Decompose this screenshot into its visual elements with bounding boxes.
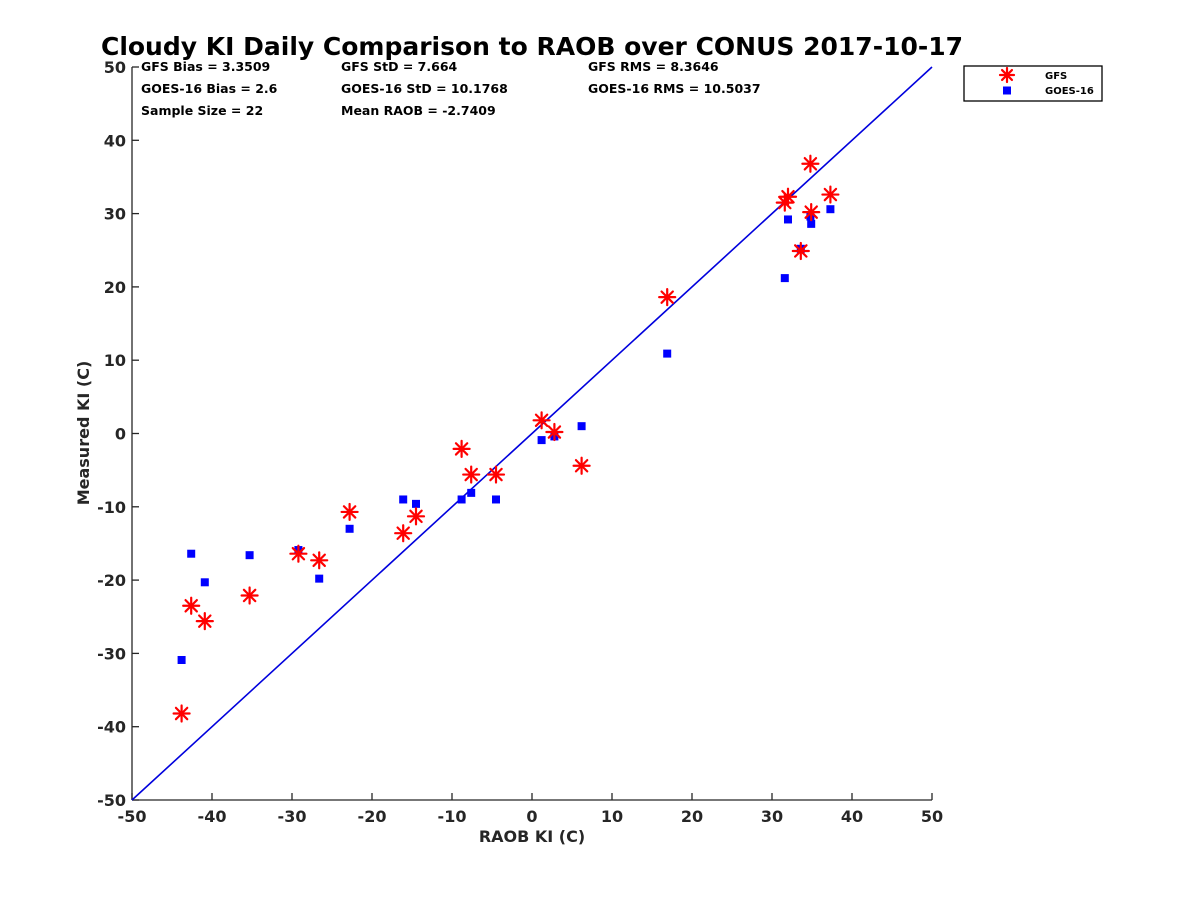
x-tick-label: 40 [841,807,863,826]
x-tick-label: -30 [278,807,307,826]
legend-box [963,65,1103,102]
goes16-point [807,219,816,228]
gfs-point [452,439,471,458]
goes16-point [784,215,792,224]
x-tick-label: -10 [438,807,467,826]
gfs-point [462,465,481,484]
legend-gfs-label: GFS [1045,71,1067,82]
x-tick-label: 30 [761,807,783,826]
y-tick-label: -40 [97,718,126,737]
legend-gfs-marker [998,66,1016,84]
goes16-point [345,524,354,533]
gfs-point [172,704,191,723]
goes16-point [315,574,324,583]
legend-gfs-asterisk [998,66,1016,84]
gfs-point [394,524,413,543]
goes16-point [200,578,209,587]
gfs-series [172,154,840,723]
x-tick-label: 50 [921,807,943,826]
x-tick-label: -50 [118,807,147,826]
stat-gfs-rms: GFS RMS = 8.3646 [588,59,719,74]
gfs-point [658,288,677,307]
x-tick-label: -40 [198,807,227,826]
gfs-point [791,241,810,261]
gfs-point [532,411,551,430]
chart-title: Cloudy KI Daily Comparison to RAOB over … [101,32,963,61]
gfs-point [240,586,259,605]
gfs-point [406,507,426,526]
gfs-point [778,187,798,206]
y-tick-label: -50 [97,791,126,810]
gfs-point [821,185,840,204]
y-tick-label: 20 [104,278,126,297]
stat-goes-rms: GOES-16 RMS = 10.5037 [588,81,761,96]
y-tick-label: 50 [104,58,126,77]
y-tick-label: -20 [97,571,126,590]
x-tick-label: -20 [358,807,387,826]
y-tick-label: -10 [97,498,126,517]
goes16-point [177,655,186,664]
goes16-point [457,495,466,504]
gfs-point [801,154,820,173]
y-ticks: -50 -40 -30 -20 -10 0 10 20 30 40 50 [97,58,139,810]
goes16-point [492,495,500,504]
x-tick-label: 0 [526,807,537,826]
gfs-point [545,422,564,442]
goes16-series [177,205,835,664]
legend-goes-label: GOES-16 [1045,86,1094,97]
goes16-point [663,349,672,358]
goes16-point [245,551,254,560]
legend-goes-marker [1003,86,1011,95]
gfs-point [310,551,329,570]
goes16-point [187,549,196,558]
gfs-point [195,612,214,631]
y-tick-label: 30 [104,205,126,224]
stat-goes-bias: GOES-16 Bias = 2.6 [141,81,278,96]
x-ticks: -50 -40 -30 -20 -10 0 10 20 30 40 50 [118,793,943,826]
y-axis-label: Measured KI (C) [74,361,93,506]
legend: GFS GOES-16 [963,65,1103,102]
gfs-point [572,456,591,475]
goes16-point [537,436,546,445]
gfs-point [340,502,359,522]
gfs-point [182,596,201,615]
goes16-point [826,205,835,214]
stat-sample-size: Sample Size = 22 [141,103,263,118]
stat-mean-raob: Mean RAOB = -2.7409 [341,103,496,118]
goes16-point [467,488,476,497]
stats-block: GFS Bias = 3.3509 GFS StD = 7.664 GFS RM… [141,59,761,118]
gfs-point [289,544,308,563]
one-to-one-line [131,66,933,801]
goes16-point [780,274,789,283]
y-tick-label: 0 [115,425,126,444]
goes16-point [577,422,586,431]
x-axis-label: RAOB KI (C) [479,827,585,846]
stat-goes-std: GOES-16 StD = 10.1768 [341,81,508,96]
gfs-point [486,465,506,484]
y-tick-label: 10 [104,351,126,370]
stat-gfs-std: GFS StD = 7.664 [341,59,458,74]
y-tick-label: -30 [97,644,126,663]
y-tick-label: 40 [104,131,126,150]
goes16-point [412,499,420,508]
gfs-point [802,203,821,222]
stat-gfs-bias: GFS Bias = 3.3509 [141,59,270,74]
x-tick-label: 10 [601,807,623,826]
goes16-point [399,495,408,504]
x-tick-label: 20 [681,807,703,826]
